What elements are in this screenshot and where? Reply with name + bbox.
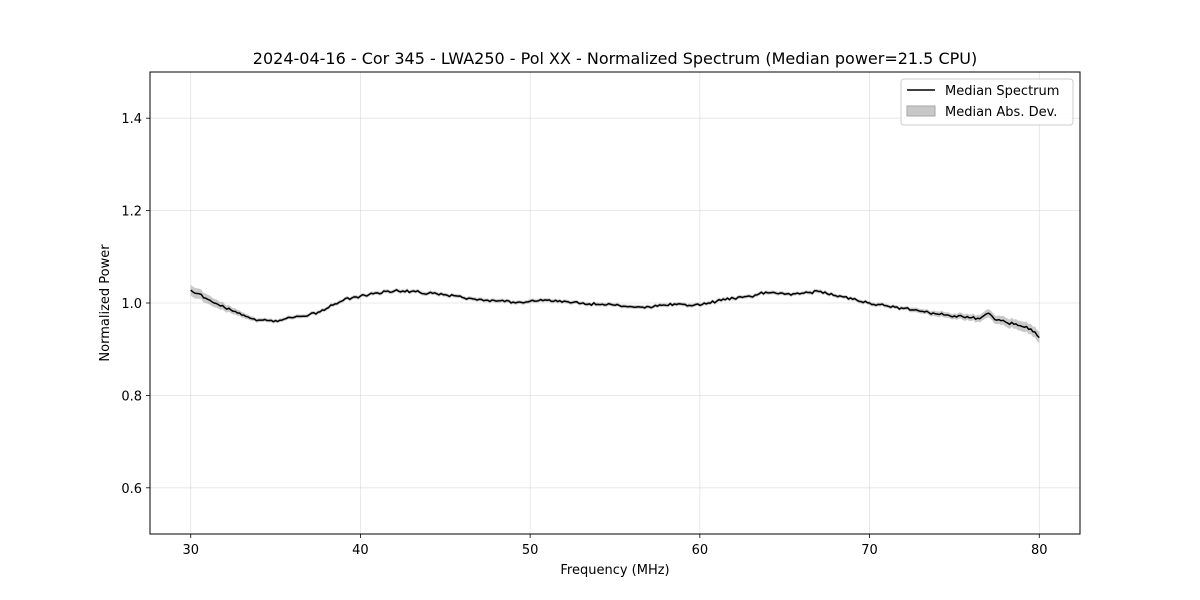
- x-axis-label: Frequency (MHz): [560, 563, 669, 578]
- y-tick-label: 1.4: [121, 112, 142, 127]
- legend: Median Spectrum Median Abs. Dev.: [900, 78, 1074, 126]
- x-tick-label: 40: [352, 543, 369, 558]
- y-tick-label: 1.0: [121, 297, 142, 312]
- x-axis-ticks: 30 40 50 60 70 80: [182, 534, 1048, 558]
- x-tick-label: 70: [861, 543, 878, 558]
- legend-median-label: Median Spectrum: [945, 84, 1059, 99]
- y-tick-label: 0.8: [121, 389, 142, 404]
- median-spectrum-line: [190, 289, 1040, 339]
- y-tick-label: 0.6: [121, 482, 142, 497]
- chart-title: 2024-04-16 - Cor 345 - LWA250 - Pol XX -…: [253, 49, 977, 68]
- median-line-layer: [190, 289, 1040, 339]
- y-axis-ticks: 0.6 0.8 1.0 1.2 1.4: [121, 112, 150, 497]
- legend-mad-label: Median Abs. Dev.: [945, 105, 1057, 120]
- x-tick-label: 60: [692, 543, 709, 558]
- legend-mad-swatch: [906, 105, 936, 117]
- x-tick-label: 50: [522, 543, 539, 558]
- y-tick-label: 1.2: [121, 205, 142, 220]
- x-tick-label: 80: [1031, 543, 1048, 558]
- y-axis-label: Normalized Power: [98, 244, 113, 362]
- legend-box: [900, 78, 1074, 126]
- x-tick-label: 30: [182, 543, 199, 558]
